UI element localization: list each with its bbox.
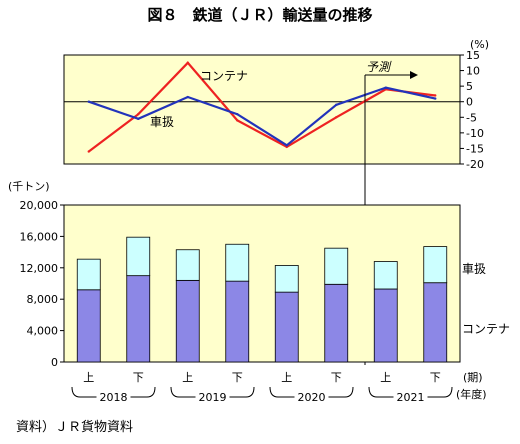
line-y-tick-label: 0: [466, 96, 473, 109]
line-y-tick-label: 5: [466, 80, 473, 93]
bar-x-tick-label: 上: [281, 371, 292, 384]
bar-container: [126, 275, 151, 363]
bar-y-tick-label: 16,000: [20, 230, 59, 243]
bar-y-tick-label: 0: [51, 356, 58, 369]
line-point-kyakusha: [236, 112, 239, 116]
line-chart-unit-label: (%): [470, 38, 489, 51]
bar-y-tick-label: 20,000: [20, 199, 59, 212]
line-point-kyakusha: [384, 86, 387, 89]
bar-kyakusha: [373, 261, 398, 290]
line-series-container: [88, 61, 436, 153]
line-y-tick-label: 15: [466, 49, 480, 62]
bar-x-tick-label: 下: [133, 371, 144, 384]
bar-container: [274, 291, 299, 363]
line-chart: (%) 15 10 5 0 -5 -10 -15 -20 予測 コンテナ 車扱: [63, 38, 489, 365]
bar-y-tick-label: 12,000: [20, 262, 59, 275]
year-bracket: [71, 386, 156, 398]
bar-container: [225, 280, 250, 363]
line-point-kyakusha: [186, 95, 189, 99]
line-point-container: [87, 150, 90, 153]
line-y-tick-label: -10: [466, 127, 484, 140]
bar-y-tick-label: 4,000: [27, 325, 59, 338]
line-y-tick-label: 10: [466, 65, 480, 78]
bar-label-container: コンテナ: [462, 322, 510, 336]
line-point-container: [186, 61, 189, 64]
line-point-kyakusha: [335, 103, 338, 107]
bar-chart-plot-area: [63, 204, 461, 363]
bar-x-tick-label: 下: [331, 371, 342, 384]
year-label: 2018: [100, 391, 128, 404]
line-y-tick-label: -15: [466, 142, 484, 155]
bar-kyakusha: [324, 247, 349, 285]
year-bracket: [368, 386, 453, 398]
year-bracket: [269, 386, 354, 398]
period-axis-label: (期): [463, 371, 483, 384]
year-label: 2020: [298, 391, 326, 404]
line-point-kyakusha: [434, 97, 437, 100]
bar-container: [423, 282, 448, 363]
line-point-kyakusha: [285, 144, 288, 147]
bar-chart: (千トン) 20,000 16,000 12,000 8,000 4,000 0 上 下 上 下…: [8, 180, 510, 404]
bar-x-tick-label: 下: [430, 371, 441, 384]
bar-kyakusha: [126, 236, 151, 277]
line-point-kyakusha: [137, 117, 140, 121]
bar-label-kyakusha: 車扱: [462, 262, 486, 276]
line-point-container: [137, 112, 140, 116]
chart-title: 図８ 鉄道（ＪＲ）輸送量の推移: [147, 6, 372, 24]
bar-x-tick-label: 下: [232, 371, 243, 384]
bar-kyakusha: [423, 246, 448, 284]
bar-kyakusha: [76, 258, 101, 291]
line-label-kyakusha: 車扱: [150, 115, 174, 129]
bar-container: [373, 288, 398, 363]
line-point-container: [335, 116, 338, 119]
bar-kyakusha: [225, 243, 250, 282]
forecast-label: 予測: [366, 60, 392, 74]
bar-kyakusha: [175, 249, 200, 281]
line-point-kyakusha: [87, 100, 90, 103]
bar-x-tick-label: 上: [182, 371, 193, 384]
bar-container: [324, 283, 349, 363]
bar-kyakusha: [274, 265, 299, 293]
line-series-kyakusha: [88, 86, 436, 147]
bar-container: [175, 279, 200, 363]
source-note: 資料）ＪＲ貨物資料: [16, 420, 134, 435]
forecast-arrow-head: [410, 71, 418, 79]
year-axis-label: (年度): [456, 387, 487, 401]
line-point-container: [236, 119, 239, 122]
line-point-container: [434, 94, 437, 97]
line-chart-plot-area: [63, 54, 461, 165]
bar-y-tick-label: 8,000: [27, 293, 59, 306]
year-label: 2021: [397, 391, 425, 404]
year-bracket: [170, 386, 255, 398]
bar-x-tick-label: 上: [380, 371, 391, 384]
line-label-container: コンテナ: [200, 69, 248, 83]
year-label: 2019: [199, 391, 227, 404]
line-y-tick-label: -20: [466, 158, 484, 171]
bar-chart-unit-label: (千トン): [8, 180, 50, 193]
bar-container: [76, 289, 101, 363]
line-y-tick-label: -5: [466, 111, 477, 124]
bar-x-tick-label: 上: [83, 371, 94, 384]
